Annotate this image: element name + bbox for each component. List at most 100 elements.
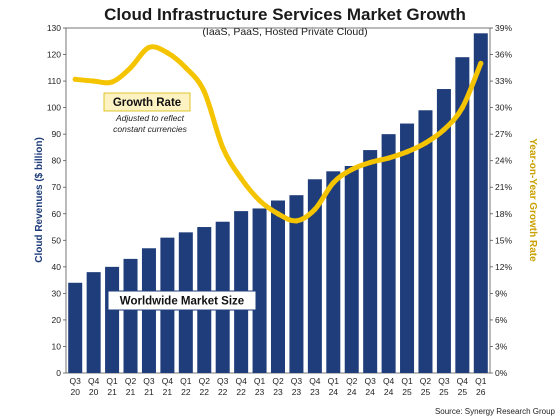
bar (270, 200, 285, 373)
growth-rate-point (127, 65, 134, 71)
bar (123, 258, 138, 373)
x-tick-label-year: 22 (218, 387, 228, 397)
growth-rate-point (459, 105, 465, 111)
y-tick-label: 120 (47, 50, 61, 60)
market-size-label-text: Worldwide Market Size (120, 296, 244, 308)
y-tick-label: 110 (47, 76, 61, 86)
x-tick-label-year: 25 (458, 387, 468, 397)
x-tick-label-year: 24 (347, 387, 357, 397)
left-axis-ticks: 0 10 20 30 40 50 60 70 80 90 100 110 120 130 (47, 23, 66, 378)
bar (344, 166, 359, 373)
y-tick-label: 10 (52, 341, 62, 351)
y-tick-label: 60 (52, 209, 62, 219)
bar (363, 150, 378, 373)
x-tick-label-year: 24 (384, 387, 394, 397)
x-tick-label-quarter: Q2 (272, 376, 284, 386)
x-tick-label-quarter: Q3 (291, 376, 303, 386)
growth-rate-point (91, 78, 97, 84)
x-tick-label-quarter: Q4 (309, 376, 321, 386)
y-tick-label: 100 (47, 103, 61, 113)
y2-tick-label: 24% (495, 156, 512, 166)
growth-rate-point (422, 140, 429, 146)
x-axis-ticks: Q320Q420Q121Q221Q321Q421Q122Q222Q322Q422… (70, 376, 487, 397)
growth-rate-point (478, 60, 484, 66)
y-tick-label: 30 (52, 288, 62, 298)
x-tick-label-year: 25 (421, 387, 431, 397)
y2-tick-label: 12% (495, 262, 512, 272)
growth-rate-point (312, 206, 318, 212)
right-axis-ticks: 0% 3% 6% 9% 12% 15% 18% 21% 24% 27% 30% 33% 36% 39% (490, 23, 512, 378)
x-tick-label-quarter: Q4 (235, 376, 247, 386)
x-tick-label-quarter: Q3 (438, 376, 450, 386)
source-note: Source: Synergy Research Group (435, 407, 556, 416)
bar (455, 57, 470, 373)
market-size-label-box (107, 290, 257, 311)
bar (289, 195, 304, 373)
growth-rate-point (404, 149, 410, 155)
right-axis-title: Year-on-Year Growth Rate (527, 138, 538, 262)
growth-rate-point (330, 180, 336, 186)
y2-tick-label: 36% (495, 50, 512, 60)
growth-rate-point (164, 50, 170, 56)
bar (473, 33, 488, 374)
bar (436, 89, 451, 373)
x-tick-label-year: 23 (292, 387, 302, 397)
growth-rate-point (72, 76, 78, 82)
x-tick-label-quarter: Q3 (364, 376, 376, 386)
growth-rate-note-line1: Adjusted to reflect (115, 113, 185, 123)
bar (252, 208, 267, 373)
x-tick-label-quarter: Q4 (457, 376, 469, 386)
y2-tick-label: 18% (495, 209, 512, 219)
x-tick-label-quarter: Q1 (328, 376, 340, 386)
y-tick-label: 40 (52, 262, 62, 272)
market-size-label: Worldwide Market Size (107, 290, 257, 311)
x-tick-label-year: 20 (70, 387, 80, 397)
y-tick-label: 20 (52, 315, 62, 325)
growth-rate-point (275, 211, 281, 217)
growth-rate-label-box (103, 92, 191, 112)
growth-rate-point (238, 175, 244, 181)
x-tick-label-year: 24 (329, 387, 339, 397)
growth-rate-point (109, 79, 115, 85)
bar (105, 266, 120, 373)
growth-rate-point (220, 144, 226, 151)
plot-area (65, 27, 491, 374)
x-tick-label-quarter: Q2 (346, 376, 358, 386)
x-tick-label-year: 22 (200, 387, 210, 397)
growth-rate-label: Growth Rate Adjusted to reflect constant… (103, 92, 191, 134)
growth-rate-point (367, 159, 373, 166)
bar (400, 123, 415, 373)
x-tick-label-quarter: Q4 (383, 376, 395, 386)
x-tick-label-quarter: Q2 (125, 376, 137, 386)
chart-title: Cloud Infrastructure Services Market Gro… (104, 5, 466, 24)
bar (86, 272, 101, 373)
x-tick-label-quarter: Q4 (162, 376, 174, 386)
bar (381, 134, 396, 373)
chart-subtitle: (IaaS, PaaS, Hosted Private Cloud) (202, 26, 367, 38)
growth-rate-label-text: Growth Rate (113, 97, 181, 109)
left-axis-title: Cloud Revenues ($ billion) (34, 137, 45, 263)
y-tick-label: 0 (56, 368, 61, 378)
x-tick-label-year: 20 (89, 387, 99, 397)
x-tick-label-year: 26 (476, 387, 486, 397)
growth-rate-point (183, 65, 189, 71)
x-tick-label-quarter: Q1 (180, 376, 192, 386)
x-tick-label-quarter: Q3 (143, 376, 155, 386)
x-tick-label-year: 23 (310, 387, 320, 397)
x-tick-label-quarter: Q1 (475, 376, 487, 386)
y2-tick-label: 0% (495, 368, 508, 378)
x-tick-label-quarter: Q4 (88, 376, 100, 386)
y2-tick-label: 3% (495, 341, 508, 351)
y2-tick-label: 39% (495, 23, 512, 33)
y2-tick-label: 6% (495, 315, 508, 325)
x-tick-label-year: 21 (107, 387, 117, 397)
bar (326, 171, 341, 373)
growth-rate-point (349, 166, 355, 173)
x-tick-label-quarter: Q1 (254, 376, 266, 386)
bar (418, 110, 433, 374)
bar (141, 248, 156, 373)
y2-tick-label: 33% (495, 76, 512, 86)
x-tick-label-quarter: Q1 (106, 376, 118, 386)
